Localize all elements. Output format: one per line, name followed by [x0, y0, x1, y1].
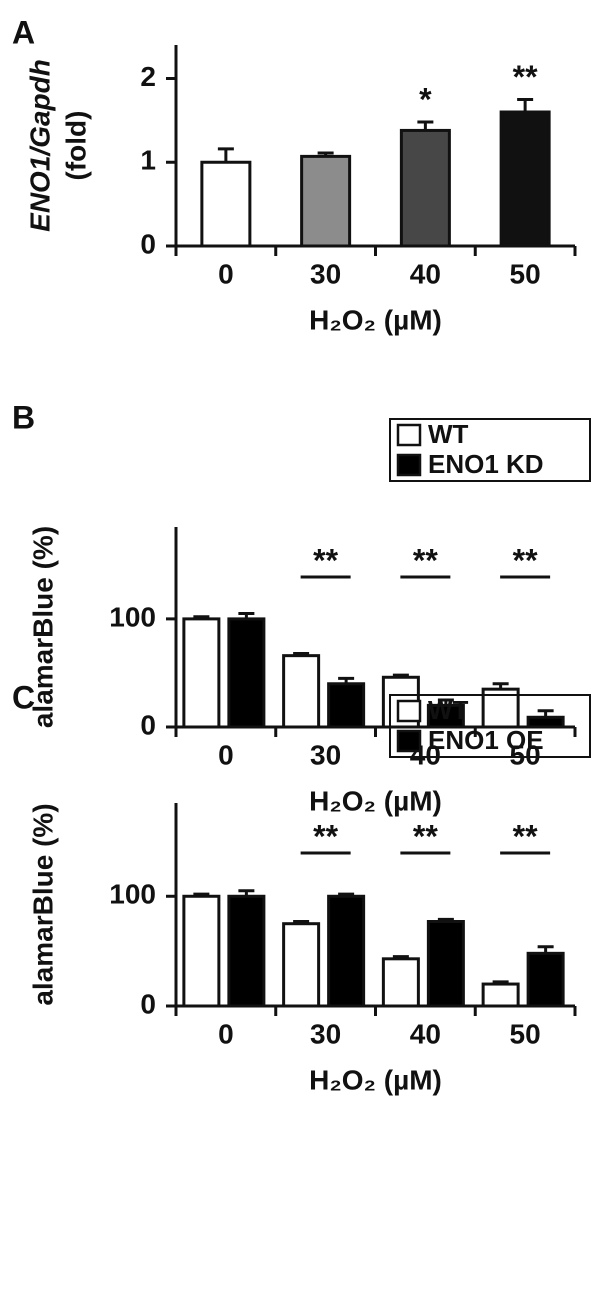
y-tick-label: 2 [140, 61, 156, 92]
y-tick-label: 100 [109, 879, 156, 910]
legend-swatch [396, 699, 422, 723]
significance: * [419, 82, 432, 118]
x-tick-label: 40 [410, 1018, 441, 1049]
x-tick-label: 30 [310, 739, 341, 770]
x-tick-label: 40 [410, 258, 441, 289]
y-tick-label: 100 [109, 601, 156, 632]
y-axis-label: ENO1/Gapdh [24, 59, 55, 232]
bar [426, 920, 465, 1008]
x-tick-label: 50 [510, 1018, 541, 1049]
significance: ** [313, 818, 338, 854]
y-axis-label: alamarBlue (%) [27, 803, 58, 1005]
y-tick-label: 0 [140, 709, 156, 740]
bar [200, 160, 252, 248]
legend-swatch [396, 423, 422, 447]
significance: ** [313, 542, 338, 578]
x-tick-label: 50 [510, 739, 541, 770]
legend-label: WT [428, 695, 469, 725]
bar [327, 894, 366, 1008]
y-tick-label: 0 [140, 228, 156, 259]
x-tick-label: 0 [218, 739, 234, 770]
bar [300, 154, 352, 248]
legend-label: WT [428, 419, 469, 449]
y-axis-label: alamarBlue (%) [27, 526, 58, 728]
significance: ** [513, 59, 538, 95]
legend-label: ENO1 KD [428, 449, 544, 479]
legend-label: ENO1 OE [428, 725, 544, 755]
y-tick-label: 0 [140, 988, 156, 1019]
legend-box [389, 694, 591, 758]
legend-swatch [396, 453, 422, 477]
panel-label: B [12, 399, 35, 435]
panel-label: C [12, 679, 35, 715]
bar [182, 617, 221, 729]
bar [227, 894, 266, 1008]
x-axis-label: H₂O₂ (µM) [309, 1064, 442, 1095]
x-axis-label: H₂O₂ (µM) [309, 785, 442, 816]
bar [499, 110, 551, 248]
x-tick-label: 30 [310, 258, 341, 289]
y-axis-unit: (fold) [60, 111, 91, 181]
y-tick-label: 1 [140, 145, 156, 176]
x-tick-label: 30 [310, 1018, 341, 1049]
x-tick-label: 0 [218, 1018, 234, 1049]
bar [526, 951, 565, 1008]
bar [327, 682, 366, 729]
significance: ** [413, 818, 438, 854]
panel-label: A [12, 14, 35, 50]
significance: ** [513, 818, 538, 854]
legend-box [389, 418, 591, 482]
x-axis-label: H₂O₂ (µM) [309, 304, 442, 335]
bar [481, 982, 520, 1008]
legend-swatch [396, 729, 422, 753]
significance: ** [513, 542, 538, 578]
bar [182, 894, 221, 1008]
x-tick-label: 50 [510, 258, 541, 289]
bar [282, 922, 321, 1008]
bar [399, 128, 451, 248]
significance: ** [413, 542, 438, 578]
bar [282, 654, 321, 729]
bar [227, 617, 266, 729]
x-tick-label: 0 [218, 258, 234, 289]
bar [381, 957, 420, 1008]
